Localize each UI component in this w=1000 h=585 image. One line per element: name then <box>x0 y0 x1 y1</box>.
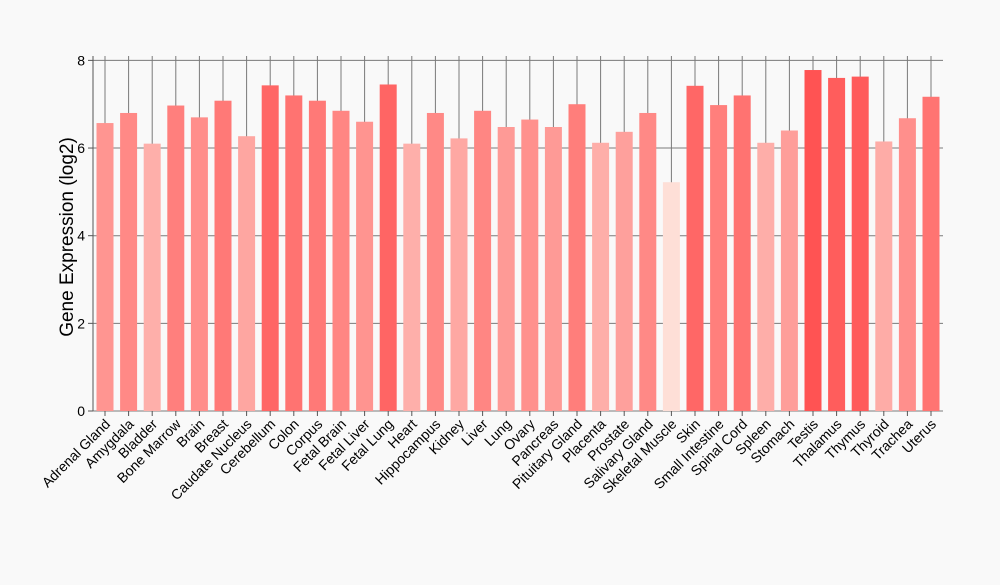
bar <box>285 95 303 411</box>
bar <box>403 143 421 411</box>
bar <box>143 143 161 411</box>
y-tick-label: 8 <box>77 52 85 68</box>
bar <box>120 112 138 411</box>
bar <box>497 127 515 411</box>
bar <box>356 121 374 412</box>
bar <box>96 123 114 412</box>
bar <box>615 131 633 411</box>
bar <box>592 142 610 411</box>
y-tick-label: 0 <box>77 403 85 419</box>
y-tick-label: 4 <box>77 228 85 244</box>
bar <box>710 105 728 411</box>
bar <box>426 112 444 411</box>
bars <box>96 70 940 412</box>
bar <box>828 77 846 412</box>
y-tick-label: 2 <box>77 315 85 331</box>
bar <box>238 136 256 411</box>
axes <box>88 56 932 416</box>
bar <box>804 70 822 411</box>
bar <box>214 100 232 411</box>
bar <box>733 95 751 411</box>
bar <box>757 142 775 411</box>
y-tick-label: 6 <box>77 140 85 156</box>
y-axis-label: Gene Expression (log2) <box>57 137 78 337</box>
bar <box>898 118 916 412</box>
bar <box>450 138 468 411</box>
bar <box>686 85 704 412</box>
bar <box>190 117 208 411</box>
bar <box>662 182 680 411</box>
bar <box>474 110 492 412</box>
bar <box>922 96 940 411</box>
bar <box>261 85 279 411</box>
bar <box>308 100 326 411</box>
bar <box>639 112 657 411</box>
bar <box>332 110 350 412</box>
bar <box>568 104 586 412</box>
bar <box>521 119 539 412</box>
bar <box>379 84 397 411</box>
bar <box>851 76 869 412</box>
bar <box>875 141 893 412</box>
bar <box>544 127 562 411</box>
bar <box>167 105 185 411</box>
bar <box>780 130 798 412</box>
